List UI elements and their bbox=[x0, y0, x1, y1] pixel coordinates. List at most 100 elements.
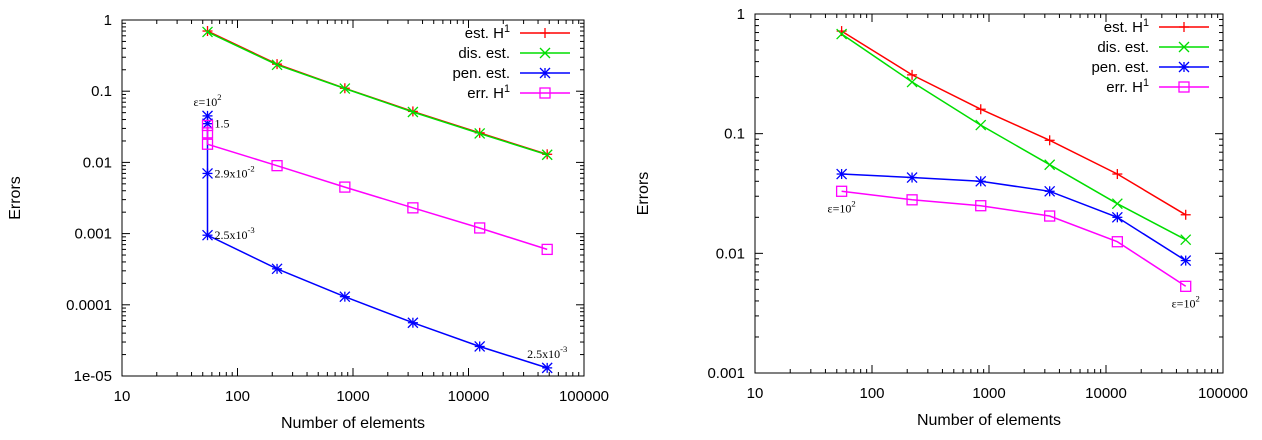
x-tick-label: 10000 bbox=[448, 388, 490, 405]
series-line bbox=[841, 173, 1187, 262]
chart-panel-1: 10 100 1000 10000 100000 1e-05 0.0001 0.001 0.01… bbox=[7, 12, 609, 432]
legend-label: pen. est. bbox=[1091, 59, 1149, 76]
annotation: 2.9x10-2 bbox=[215, 163, 255, 180]
legend-label: est. H1 bbox=[465, 23, 510, 42]
data-point bbox=[1044, 185, 1056, 197]
data-point bbox=[906, 76, 918, 88]
x-tick-label: 1000 bbox=[972, 385, 1005, 402]
x-axis-label: Number of elements bbox=[917, 412, 1061, 429]
data-point bbox=[906, 172, 918, 183]
legend-marker bbox=[539, 87, 551, 99]
x-tick-label: 100 bbox=[859, 385, 884, 402]
data-point bbox=[1180, 234, 1192, 246]
y-tick-label: 0.0001 bbox=[66, 297, 112, 314]
data-point bbox=[407, 317, 419, 329]
data-point bbox=[1180, 255, 1192, 267]
data-point bbox=[474, 127, 486, 139]
annotation: 1.5 bbox=[215, 117, 230, 131]
legend: est. H1 dis. est. pen. est.err. H1 bbox=[1091, 17, 1209, 96]
series-star bbox=[202, 110, 553, 374]
data-point bbox=[271, 160, 283, 172]
data-point bbox=[1111, 236, 1123, 248]
annotation: 2.5x10-3 bbox=[215, 225, 255, 242]
series-star bbox=[836, 168, 1192, 267]
data-point bbox=[339, 83, 351, 94]
tick-labels: 10 100 1000 10000 100000 0.001 0.01 0.1 1 bbox=[707, 6, 1248, 402]
data-point bbox=[407, 106, 419, 118]
y-tick-label: 1 bbox=[737, 6, 745, 23]
legend-marker bbox=[540, 28, 550, 38]
series-line bbox=[841, 190, 1187, 287]
y-tick-label: 0.001 bbox=[74, 226, 112, 243]
series-line bbox=[841, 30, 1187, 216]
data-point bbox=[474, 340, 486, 352]
minor-ticks bbox=[755, 14, 1223, 373]
x-tick-label: 10 bbox=[114, 388, 131, 405]
chart-panel-2: 10 100 1000 10000 100000 0.001 0.01 0.1 1 Number … bbox=[635, 6, 1248, 429]
data-point bbox=[271, 263, 283, 275]
plot-frame bbox=[121, 19, 585, 377]
y-tick-label: 1e-05 bbox=[74, 368, 112, 385]
series-cross bbox=[836, 28, 1192, 246]
y-tick-label: 0.01 bbox=[83, 154, 112, 171]
data-point bbox=[474, 222, 486, 234]
y-axis-label: Errors bbox=[635, 172, 652, 216]
plot-frame bbox=[754, 13, 1224, 374]
legend: est. H1 dis. est. pen. est.err. H1 bbox=[452, 23, 570, 102]
legend-label: dis. est. bbox=[458, 45, 510, 62]
legend-label: err. H1 bbox=[1106, 77, 1149, 96]
data-point bbox=[1180, 280, 1192, 292]
data-point bbox=[1044, 159, 1056, 171]
data-point bbox=[836, 28, 848, 40]
legend-label: est. H1 bbox=[1104, 17, 1149, 36]
data-point bbox=[541, 362, 553, 374]
data-point bbox=[407, 202, 419, 214]
data-point bbox=[907, 69, 918, 80]
y-tick-label: 0.001 bbox=[707, 365, 745, 382]
x-tick-label: 10 bbox=[747, 385, 764, 402]
data-point bbox=[201, 119, 214, 132]
data-point bbox=[975, 119, 987, 131]
data-point bbox=[541, 149, 553, 161]
tick-labels: 10 100 1000 10000 100000 1e-05 0.0001 0.001 0.01… bbox=[66, 12, 609, 405]
series-square bbox=[835, 185, 1192, 292]
x-axis-label: Number of elements bbox=[281, 415, 425, 432]
data-point bbox=[271, 59, 283, 71]
data-point bbox=[541, 243, 553, 256]
annotations: ε=102 ε=102 bbox=[828, 198, 1200, 310]
y-axis-label: Errors bbox=[7, 176, 24, 220]
legend-marker bbox=[539, 47, 551, 59]
data-point bbox=[1044, 210, 1056, 222]
x-tick-label: 100 bbox=[225, 388, 250, 405]
y-tick-label: 1 bbox=[104, 12, 112, 29]
annotation: ε=102 bbox=[193, 92, 221, 109]
y-tick-label: 0.01 bbox=[716, 245, 745, 262]
legend-label: dis. est. bbox=[1097, 39, 1149, 56]
data-point bbox=[1112, 169, 1123, 180]
data-point bbox=[339, 291, 351, 303]
annotations: ε=102 1.5 2.9x10-2 2.5x10-3 2.5x10-3 bbox=[193, 92, 567, 361]
data-point bbox=[202, 26, 213, 38]
data-point bbox=[1180, 209, 1191, 220]
data-point bbox=[201, 127, 214, 139]
series-line bbox=[206, 115, 548, 369]
y-tick-label: 0.1 bbox=[724, 126, 745, 143]
series-plus bbox=[836, 26, 1191, 220]
data-point bbox=[975, 175, 987, 187]
minor-ticks bbox=[122, 20, 584, 376]
data-point bbox=[906, 194, 918, 206]
series-line bbox=[207, 31, 548, 156]
series-square bbox=[201, 119, 553, 256]
legend-marker bbox=[1178, 41, 1190, 53]
x-tick-label: 10000 bbox=[1085, 385, 1127, 402]
annotation: 2.5x10-3 bbox=[527, 344, 567, 361]
legend-label: err. H1 bbox=[467, 83, 510, 102]
x-tick-label: 100000 bbox=[1198, 385, 1248, 402]
annotation: ε=102 bbox=[1172, 293, 1200, 310]
x-tick-label: 100000 bbox=[559, 388, 609, 405]
data-point bbox=[975, 104, 986, 115]
data-point bbox=[202, 167, 213, 179]
data-point bbox=[1044, 135, 1055, 146]
data-point bbox=[339, 181, 351, 193]
legend-marker bbox=[1178, 81, 1190, 93]
